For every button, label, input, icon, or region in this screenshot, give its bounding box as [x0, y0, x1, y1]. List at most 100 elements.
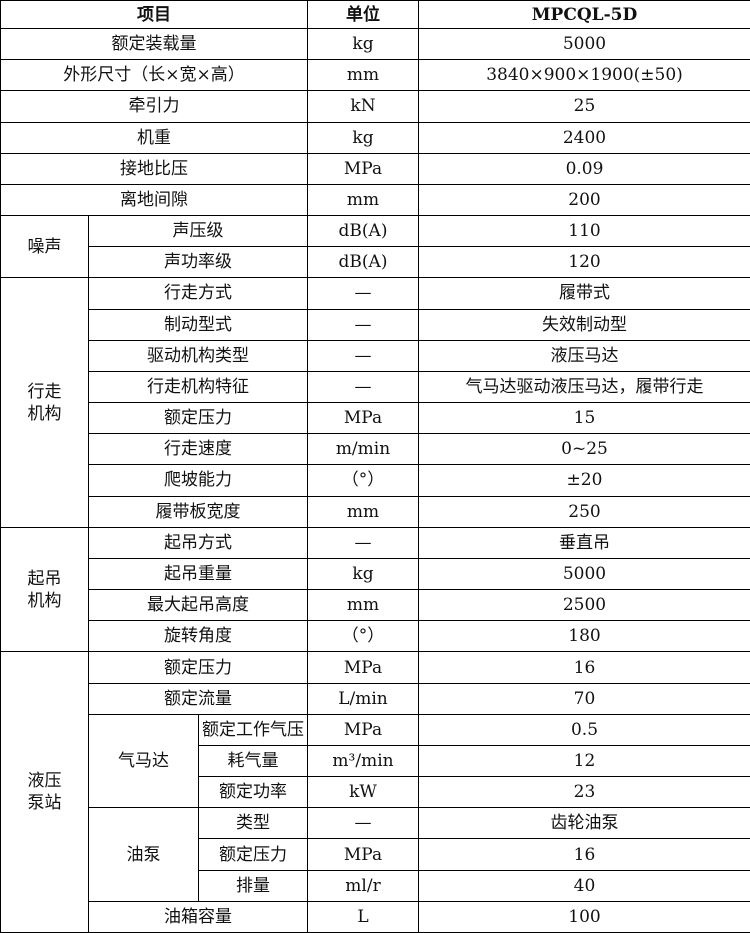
- value: 3840×900×1900(±50): [418, 59, 750, 92]
- group-text: 起吊机构: [27, 568, 62, 611]
- unit: （°）: [307, 620, 419, 653]
- unit: kg: [307, 27, 419, 61]
- item: 起吊重量: [88, 557, 308, 591]
- unit: kg: [307, 557, 419, 591]
- unit: mm: [307, 183, 419, 217]
- item: 额定压力: [88, 651, 308, 684]
- spec-row: 额定流量 L/min 70: [1, 682, 750, 715]
- value: 16: [418, 651, 750, 684]
- value: 齿轮油泵: [418, 807, 750, 840]
- value: 履带式: [418, 277, 750, 310]
- spec-row: 旋转角度 （°） 180: [1, 620, 750, 653]
- unit: MPa: [307, 651, 419, 684]
- item: 牵引力: [0, 90, 308, 123]
- spec-row: 行走机构 行走方式 — 履带式: [0, 277, 750, 528]
- value: ±20: [418, 464, 750, 497]
- item: 接地比压: [0, 152, 308, 185]
- item: 类型: [198, 807, 308, 840]
- spec-row: 气马达 额定工作气压 MPa 0.5: [1, 713, 750, 809]
- spec-row: 牵引力 kN 25: [0, 90, 750, 123]
- unit: m/min: [307, 433, 419, 466]
- group-label: 噪声: [0, 215, 89, 279]
- item: 额定流量: [88, 682, 308, 715]
- value: 液压马达: [418, 339, 750, 372]
- spec-row: 起吊机构 起吊方式 — 垂直吊: [0, 526, 750, 653]
- spec-row: 额定装载量 kg 5000: [0, 27, 750, 61]
- unit: —: [307, 370, 419, 404]
- value: 0.09: [418, 152, 750, 185]
- spec-row: 外形尺寸（长×宽×高） mm 3840×900×1900(±50): [0, 59, 750, 92]
- group-label: 液压泵站: [0, 651, 89, 933]
- value: 5000: [418, 27, 750, 61]
- spec-row: 机重 kg 2400: [0, 121, 750, 154]
- item: 机重: [0, 121, 308, 154]
- spec-row: 行走速度 m/min 0~25: [1, 433, 750, 466]
- unit: —: [307, 308, 419, 341]
- unit: —: [307, 807, 419, 840]
- unit: L: [307, 900, 419, 933]
- item: 外形尺寸（长×宽×高）: [0, 59, 308, 92]
- header-value: MPCQL-5D: [418, 0, 750, 29]
- item: 驱动机构类型: [88, 339, 308, 372]
- spec-row: 声功率级 dB(A) 120: [1, 246, 750, 279]
- value: 失效制动型: [418, 308, 750, 341]
- group-text: 液压泵站: [27, 771, 62, 814]
- unit: mm: [307, 495, 419, 528]
- spec-row: 油箱容量 L 100: [1, 900, 750, 933]
- item: 声压级: [88, 215, 308, 248]
- unit: dB(A): [307, 246, 419, 279]
- item: 排量: [198, 869, 308, 902]
- group-label: 行走机构: [0, 277, 89, 528]
- value: 250: [418, 495, 750, 528]
- unit: —: [307, 277, 419, 310]
- item: 起吊方式: [88, 526, 308, 559]
- group-label: 起吊机构: [0, 526, 89, 653]
- group-label: 油泵: [88, 807, 199, 902]
- item: 制动型式: [88, 308, 308, 341]
- item: 旋转角度: [88, 620, 308, 653]
- spec-row: 爬坡能力 （°） ±20: [1, 464, 750, 497]
- table-body: 额定装载量 kg 5000 外形尺寸（长×宽×高） mm 3840×900×1900(±5…: [0, 27, 750, 933]
- item: 履带板宽度: [88, 495, 308, 528]
- value: 200: [418, 183, 750, 217]
- item: 耗气量: [198, 744, 308, 778]
- unit: kN: [307, 90, 419, 123]
- unit: dB(A): [307, 215, 419, 248]
- value: 100: [418, 900, 750, 933]
- spec-row: 油泵 类型 — 齿轮油泵: [1, 807, 750, 902]
- unit: MPa: [307, 838, 419, 871]
- item: 行走速度: [88, 433, 308, 466]
- item: 额定压力: [88, 402, 308, 435]
- unit: kg: [307, 121, 419, 154]
- item: 爬坡能力: [88, 464, 308, 497]
- spec-row: 接地比压 MPa 0.09: [0, 152, 750, 185]
- value: 70: [418, 682, 750, 715]
- item: 行走机构特征: [88, 370, 308, 404]
- item: 额定压力: [198, 838, 308, 871]
- value: 气马达驱动液压马达，履带行走: [418, 370, 750, 404]
- value: 110: [418, 215, 750, 248]
- spec-row: 额定压力 MPa 16: [1, 838, 750, 871]
- value: 12: [418, 744, 750, 778]
- spec-row: 离地间隙 mm 200: [0, 183, 750, 217]
- spec-row: 额定功率 kW 23: [1, 776, 750, 809]
- item: 额定装载量: [0, 27, 308, 61]
- spec-row: 驱动机构类型 — 液压马达: [1, 339, 750, 372]
- spec-row: 起吊重量 kg 5000: [1, 557, 750, 591]
- item: 油箱容量: [88, 900, 308, 933]
- item: 离地间隙: [0, 183, 308, 217]
- item: 声功率级: [88, 246, 308, 279]
- value: 23: [418, 776, 750, 809]
- unit: （°）: [307, 464, 419, 497]
- value: 5000: [418, 557, 750, 591]
- item: 额定功率: [198, 776, 308, 809]
- spec-row: 制动型式 — 失效制动型: [1, 308, 750, 341]
- value: 2500: [418, 589, 750, 622]
- value: 0~25: [418, 433, 750, 466]
- unit: kW: [307, 776, 419, 809]
- value: 25: [418, 90, 750, 123]
- unit: MPa: [307, 152, 419, 185]
- group-label: 气马达: [88, 713, 199, 809]
- value: 16: [418, 838, 750, 871]
